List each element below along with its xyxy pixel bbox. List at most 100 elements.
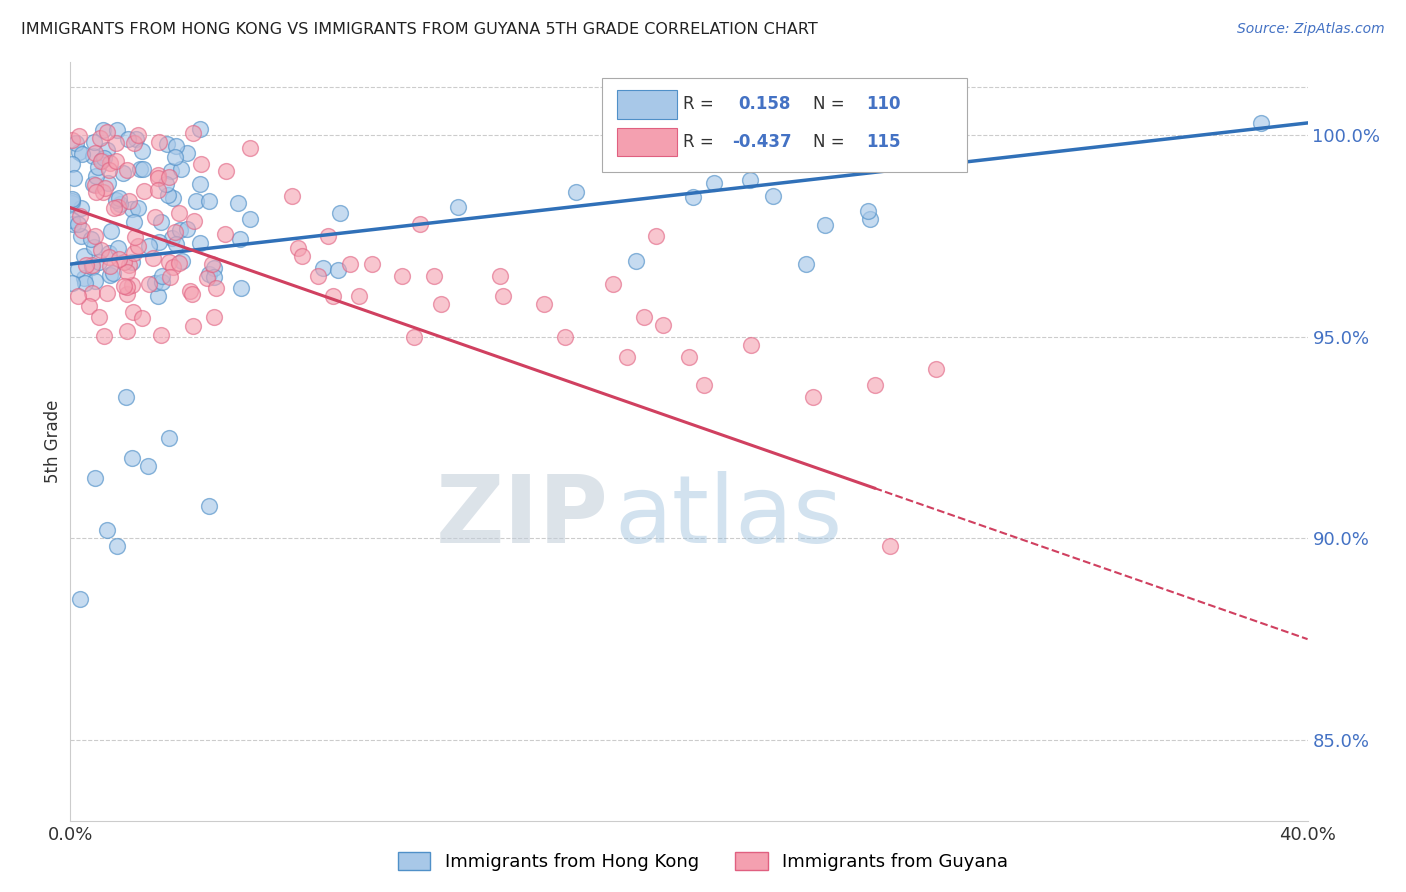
Point [118, 194, 141, 208]
Point [89, 255, 111, 269]
Point [84, 169, 107, 184]
Point [361, 257, 384, 271]
Point [72, 222, 94, 236]
Point [60, 194, 83, 208]
Point [143, 210, 166, 224]
Point [89, 131, 111, 145]
Point [69, 591, 91, 606]
Point [430, 297, 453, 311]
Point [105, 193, 128, 207]
Point [62, 171, 84, 186]
Point [127, 128, 149, 142]
Point [66, 289, 89, 303]
Point [172, 254, 194, 268]
Point [149, 215, 172, 229]
Point [761, 189, 783, 203]
Point [121, 254, 143, 268]
Point [98, 268, 121, 282]
Point [121, 277, 143, 292]
Point [644, 228, 666, 243]
Point [84, 229, 107, 244]
Point [114, 279, 136, 293]
Point [616, 350, 638, 364]
Point [176, 221, 198, 235]
Point [488, 269, 510, 284]
Point [682, 190, 704, 204]
Text: N =: N = [813, 133, 849, 151]
Point [90, 243, 112, 257]
Point [169, 255, 191, 269]
Point [163, 150, 186, 164]
Point [190, 157, 212, 171]
Point [183, 213, 205, 227]
Point [115, 324, 138, 338]
Point [96, 125, 118, 139]
Text: 115: 115 [866, 133, 900, 151]
Point [198, 194, 221, 208]
Point [602, 277, 624, 292]
Point [69, 209, 91, 223]
Point [90, 153, 112, 168]
Point [80, 260, 103, 275]
Point [97, 177, 120, 191]
Text: atlas: atlas [614, 471, 844, 564]
Point [312, 261, 335, 276]
Point [115, 163, 138, 178]
FancyBboxPatch shape [617, 128, 676, 156]
Point [86, 186, 108, 200]
Point [117, 132, 139, 146]
Point [83, 135, 105, 149]
Point [138, 239, 160, 253]
Point [181, 126, 204, 140]
Text: N =: N = [813, 95, 849, 113]
Text: R =: R = [683, 95, 718, 113]
Point [150, 275, 173, 289]
Point [422, 269, 444, 284]
Point [693, 378, 716, 392]
Point [82, 285, 104, 300]
Point [162, 260, 184, 274]
Point [146, 171, 169, 186]
Point [60, 276, 83, 290]
Point [165, 139, 187, 153]
Point [204, 281, 226, 295]
Point [564, 185, 586, 199]
Point [157, 430, 180, 444]
Point [93, 152, 115, 166]
Point [87, 160, 110, 174]
Point [131, 144, 153, 158]
Point [157, 255, 180, 269]
Point [60, 157, 83, 171]
Point [93, 329, 115, 343]
Point [111, 165, 134, 179]
Point [122, 136, 145, 151]
Point [146, 289, 169, 303]
Text: -0.437: -0.437 [733, 133, 792, 151]
Point [79, 232, 101, 246]
Point [280, 189, 302, 203]
Text: 110: 110 [866, 95, 900, 113]
Point [633, 310, 655, 324]
Point [127, 239, 149, 253]
Point [554, 329, 576, 343]
Point [128, 161, 150, 176]
Point [146, 169, 169, 183]
Point [409, 217, 432, 231]
Point [149, 328, 172, 343]
Point [291, 249, 314, 263]
Point [84, 178, 107, 192]
Point [96, 523, 118, 537]
FancyBboxPatch shape [617, 90, 676, 119]
Point [156, 136, 179, 151]
Text: Source: ZipAtlas.com: Source: ZipAtlas.com [1237, 22, 1385, 37]
Point [1250, 116, 1272, 130]
Point [131, 311, 153, 326]
Point [60, 195, 83, 210]
Point [167, 205, 190, 219]
Point [60, 213, 83, 227]
Point [67, 129, 90, 144]
Point [148, 182, 170, 196]
Point [93, 122, 115, 136]
Point [94, 181, 117, 195]
Point [678, 350, 700, 364]
